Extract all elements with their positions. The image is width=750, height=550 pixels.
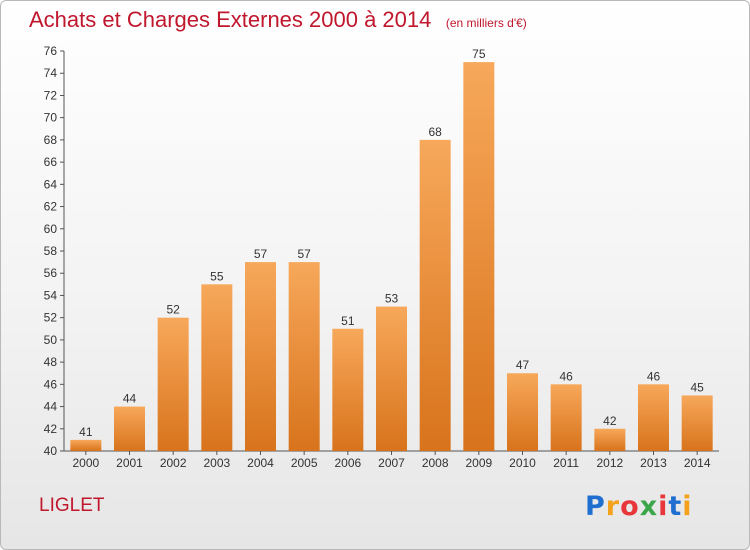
y-tick-label: 72 — [44, 88, 58, 102]
x-tick-label: 2011 — [553, 456, 579, 470]
commune-name: LIGLET — [39, 495, 105, 516]
bar-value-label: 51 — [341, 314, 355, 328]
y-tick-label: 66 — [44, 155, 58, 169]
y-tick-label: 52 — [44, 311, 58, 325]
logo-letter: t — [668, 491, 683, 522]
x-tick-label: 2009 — [465, 456, 492, 470]
x-tick-label: 2001 — [116, 456, 143, 470]
y-tick-label: 44 — [44, 400, 58, 414]
bar — [638, 384, 669, 451]
y-tick-label: 58 — [44, 244, 58, 258]
bar-value-label: 44 — [123, 392, 137, 406]
chart-subtitle: (en milliers d'€) — [445, 16, 527, 30]
x-tick-label: 2010 — [509, 456, 536, 470]
chart-title: Achats et Charges Externes 2000 à 2014 — [29, 7, 432, 32]
logo-letter: i — [682, 491, 693, 522]
bar — [245, 262, 276, 451]
bar — [288, 262, 320, 451]
bar — [70, 439, 102, 451]
bar-value-label: 42 — [603, 414, 617, 428]
y-tick-label: 56 — [44, 266, 58, 280]
y-tick-label: 42 — [44, 422, 58, 436]
y-tick-label: 64 — [44, 177, 58, 191]
bar-value-label: 68 — [428, 125, 442, 139]
logo-letter: r — [605, 491, 621, 522]
bar — [332, 328, 364, 451]
bar — [507, 373, 538, 451]
y-tick-label: 40 — [44, 444, 58, 458]
bar-value-label: 57 — [254, 247, 268, 261]
bar — [550, 384, 582, 451]
x-tick-label: 2003 — [203, 456, 230, 470]
y-tick-label: 62 — [44, 200, 58, 214]
x-tick-label: 2008 — [422, 456, 449, 470]
y-tick-label: 50 — [44, 333, 58, 347]
bar — [157, 317, 189, 451]
x-tick-label: 2000 — [72, 456, 99, 470]
y-tick-label: 70 — [44, 111, 58, 125]
bar — [463, 62, 495, 451]
bars: 41 44 52 55 57 57 51 53 68 75 47 46 42 46 45 — [70, 47, 713, 451]
y-tick-label: 68 — [44, 133, 58, 147]
bar — [114, 406, 145, 451]
y-tick-label: 76 — [44, 44, 58, 58]
bar — [681, 395, 713, 451]
proxiti-logo[interactable]: Proxiti — [585, 491, 693, 522]
x-tick-label: 2005 — [291, 456, 318, 470]
x-tick-label: 2013 — [640, 456, 667, 470]
bar-value-label: 53 — [385, 292, 399, 306]
bar-value-label: 57 — [297, 247, 311, 261]
bar — [376, 306, 407, 451]
y-tick-label: 46 — [44, 377, 58, 391]
bar-value-label: 41 — [79, 425, 93, 439]
logo-letter: i — [658, 491, 669, 522]
bar-value-label: 75 — [472, 47, 486, 61]
bar-value-label: 55 — [210, 269, 224, 283]
y-tick-label: 48 — [44, 355, 58, 369]
x-tick-label: 2006 — [334, 456, 361, 470]
y-tick-label: 54 — [44, 288, 58, 302]
bar-value-label: 46 — [559, 369, 573, 383]
y-tick-label: 60 — [44, 222, 58, 236]
bar-value-label: 47 — [516, 358, 530, 372]
logo-letter: o — [620, 491, 640, 522]
title-row: Achats et Charges Externes 2000 à 2014 (… — [29, 7, 527, 33]
x-tick-label: 2002 — [160, 456, 187, 470]
bar-value-label: 46 — [647, 369, 661, 383]
bar — [201, 284, 233, 451]
x-tick-label: 2012 — [596, 456, 623, 470]
axes: 40 42 44 46 48 50 52 54 56 58 60 62 64 66 68 70 72 74 76 20… — [44, 44, 719, 470]
logo-letter: x — [639, 491, 659, 522]
x-tick-label: 2014 — [684, 456, 711, 470]
x-tick-label: 2007 — [378, 456, 405, 470]
x-tick-label: 2004 — [247, 456, 274, 470]
bar — [419, 139, 451, 451]
bar-value-label: 45 — [690, 380, 704, 394]
y-tick-label: 74 — [44, 66, 58, 80]
bar — [594, 428, 626, 451]
bar-value-label: 52 — [166, 303, 180, 317]
logo-letter: P — [585, 491, 606, 522]
